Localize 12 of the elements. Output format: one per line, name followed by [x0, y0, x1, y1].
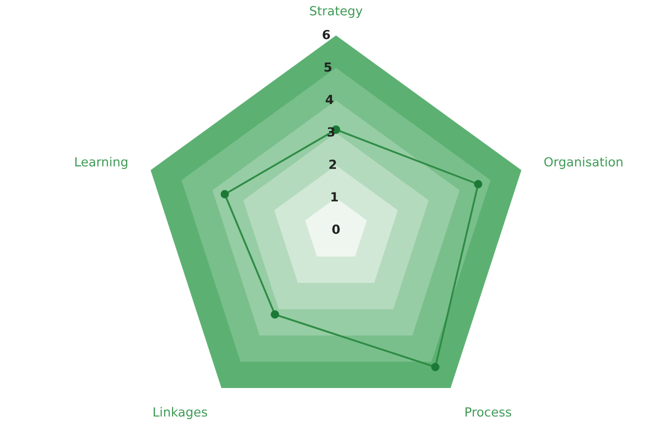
y-tick-label: 6: [322, 30, 330, 40]
y-tick-label: 2: [329, 160, 336, 169]
y-tick-label: 3: [328, 127, 334, 137]
spoke-label: Organisation: [544, 156, 622, 169]
spoke-label: Learning: [75, 156, 128, 169]
y-tick-label: 0: [332, 224, 340, 234]
y-tick-label: 5: [324, 62, 332, 72]
spoke-label: Linkages: [154, 406, 208, 420]
y-tick-label: 4: [326, 94, 334, 104]
spoke-label: Strategy: [310, 6, 362, 18]
spoke-label: Process: [466, 407, 512, 417]
y-tick-label: 1: [331, 192, 338, 202]
